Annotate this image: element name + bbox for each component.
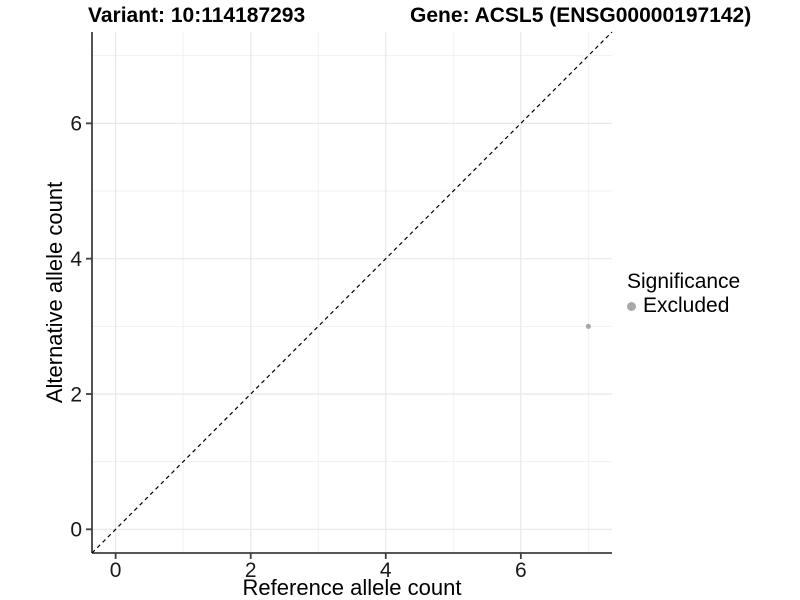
plot-title-variant: Variant: 10:114187293	[88, 4, 306, 27]
legend-key-dot-icon	[627, 301, 636, 311]
y-tick-label: 6	[70, 113, 82, 136]
legend-item-excluded: Excluded	[627, 295, 740, 317]
x-tick-label: 2	[245, 559, 257, 582]
y-tick-label: 0	[70, 519, 82, 542]
y-tick-label: 2	[70, 383, 82, 406]
data-point	[585, 323, 591, 329]
y-tick-label: 4	[70, 248, 82, 271]
plot-title-gene: Gene: ACSL5 (ENSG00000197142)	[410, 4, 752, 27]
x-tick-label: 6	[515, 559, 527, 582]
x-axis-title: Reference allele count	[243, 575, 462, 600]
y-axis-title: Alternative allele count	[42, 182, 67, 403]
identity-line	[91, 31, 613, 554]
legend-title: Significance	[627, 270, 741, 293]
x-tick-label: 4	[380, 559, 392, 582]
x-tick-label: 0	[110, 559, 122, 582]
legend-item-label: Excluded	[643, 294, 730, 317]
legend: Significance Excluded	[627, 271, 740, 317]
